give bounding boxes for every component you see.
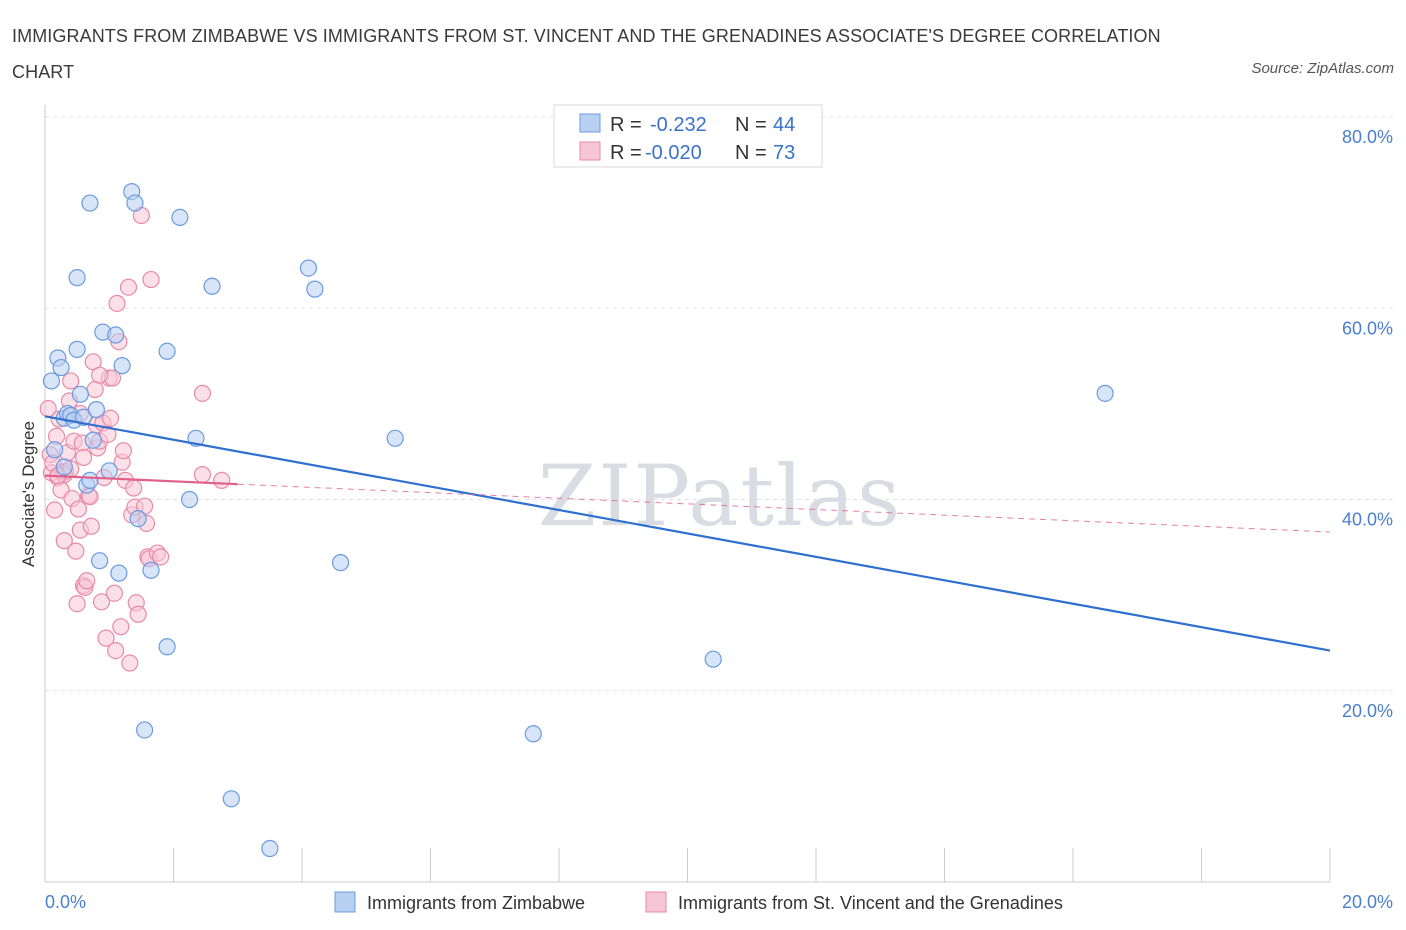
zimbabwe-point (203, 277, 221, 295)
zimbabwe-point (71, 385, 89, 403)
zimbabwe-point (46, 441, 64, 459)
st-vincent-point (213, 471, 231, 489)
st-vincent-point (74, 448, 93, 467)
trend-lines (44, 415, 1331, 652)
st-vincent-point (101, 409, 120, 427)
legend-r-label-1: R = (610, 114, 642, 136)
legend-swatch-pink (579, 141, 601, 161)
legend-n-value-2: 73 (773, 142, 795, 164)
st-vincent-point (125, 479, 143, 497)
st-vincent-point (78, 572, 96, 590)
legend-n-label-2: N = (735, 142, 767, 164)
st-vincent-point (68, 595, 86, 613)
correlation-legend: R = -0.232 N = 44 R = -0.020 N = 73 (553, 104, 823, 168)
watermark: ZIPatlas (538, 447, 902, 545)
y-tick-labels: 20.0% 40.0% 60.0% 80.0% (1342, 127, 1393, 721)
zimbabwe-point (158, 638, 176, 656)
zimbabwe-point (68, 269, 86, 287)
x-tick-labels: 0.0% 20.0% (45, 892, 1393, 912)
zimbabwe-point (142, 561, 160, 579)
y-tick-label: 60.0% (1342, 318, 1393, 338)
bottom-legend-swatch-blue (334, 891, 356, 913)
zimbabwe-point (1096, 384, 1114, 402)
series-zimbabwe-points (42, 182, 1114, 858)
y-tick-label: 80.0% (1342, 127, 1393, 147)
bottom-legend-swatch-pink (645, 891, 667, 913)
st-vincent-point (69, 500, 88, 518)
zimbabwe-point (91, 552, 109, 570)
zimbabwe-point (524, 725, 542, 743)
legend-r-value-1: -0.232 (650, 114, 707, 136)
st-vincent-point (108, 294, 126, 313)
y-axis-title: Associate's Degree (19, 421, 38, 567)
zimbabwe-point (81, 194, 99, 212)
zimbabwe-point (100, 462, 118, 480)
zimbabwe-point (55, 458, 73, 476)
st-vincent-point (46, 501, 64, 519)
chart-title: IMMIGRANTS FROM ZIMBABWE VS IMMIGRANTS F… (12, 26, 1161, 82)
st-vincent-point (91, 366, 109, 384)
x-tick-label-min: 0.0% (45, 892, 86, 912)
zimbabwe-point (84, 431, 102, 449)
legend-swatch-blue (579, 113, 601, 133)
zimbabwe-point (42, 372, 61, 390)
legend-n-label-1: N = (735, 114, 767, 136)
x-ticks (173, 848, 1331, 882)
zimbabwe-point (74, 408, 93, 426)
source-label: Source: ZipAtlas.com (1251, 60, 1394, 77)
legend-r-label-2: R = (610, 142, 642, 164)
zimbabwe-point (704, 650, 722, 668)
zimbabwe-point (158, 342, 176, 360)
zimbabwe-point (331, 554, 350, 572)
zimbabwe-point (110, 564, 128, 582)
zimbabwe-point (81, 471, 99, 489)
zimbabwe-point (107, 326, 125, 344)
st-vincent-point (129, 605, 147, 623)
bottom-legend-label-zimbabwe: Immigrants from Zimbabwe (367, 893, 585, 913)
st-vincent-point (119, 278, 138, 296)
zimbabwe-point (222, 790, 240, 808)
st-vincent-trend-line (44, 474, 238, 486)
zimbabwe-point (306, 280, 324, 298)
zimbabwe-point (52, 358, 70, 377)
series-legend: Immigrants from Zimbabwe Immigrants from… (334, 891, 1063, 913)
st-vincent-point (142, 270, 160, 289)
zimbabwe-point (129, 510, 147, 528)
st-vincent-point (62, 372, 80, 390)
bottom-legend-label-st-vincent: Immigrants from St. Vincent and the Gren… (678, 893, 1063, 913)
zimbabwe-point (386, 429, 404, 447)
st-vincent-point (121, 654, 139, 672)
zimbabwe-point (261, 839, 279, 858)
st-vincent-point (67, 542, 85, 560)
st-vincent-point (107, 641, 125, 660)
st-vincent-point (193, 466, 212, 484)
x-tick-label-max: 20.0% (1342, 892, 1393, 912)
legend-n-value-1: 44 (773, 114, 795, 136)
st-vincent-point (55, 532, 73, 550)
st-vincent-point (152, 548, 170, 566)
st-vincent-point (193, 384, 212, 402)
zimbabwe-point (126, 194, 144, 212)
zimbabwe-point (68, 340, 86, 358)
zimbabwe-trend-line (44, 415, 1331, 652)
zimbabwe-point (87, 401, 106, 419)
y-tick-label: 40.0% (1342, 510, 1393, 530)
st-vincent-point (114, 442, 132, 460)
zimbabwe-point (135, 721, 154, 739)
zimbabwe-point (113, 357, 131, 375)
st-vincent-point (97, 629, 115, 647)
st-vincent-point (99, 425, 117, 444)
grid (45, 116, 1395, 692)
st-vincent-point (112, 618, 130, 636)
st-vincent-point (82, 517, 100, 535)
y-tick-label: 20.0% (1342, 701, 1393, 721)
zimbabwe-point (299, 259, 318, 277)
st-vincent-point (105, 584, 123, 602)
st-vincent-point (92, 593, 111, 611)
st-vincent-point (86, 380, 104, 399)
zimbabwe-point (171, 208, 189, 227)
legend-r-value-2: -0.020 (645, 142, 702, 164)
zimbabwe-point (180, 490, 199, 509)
